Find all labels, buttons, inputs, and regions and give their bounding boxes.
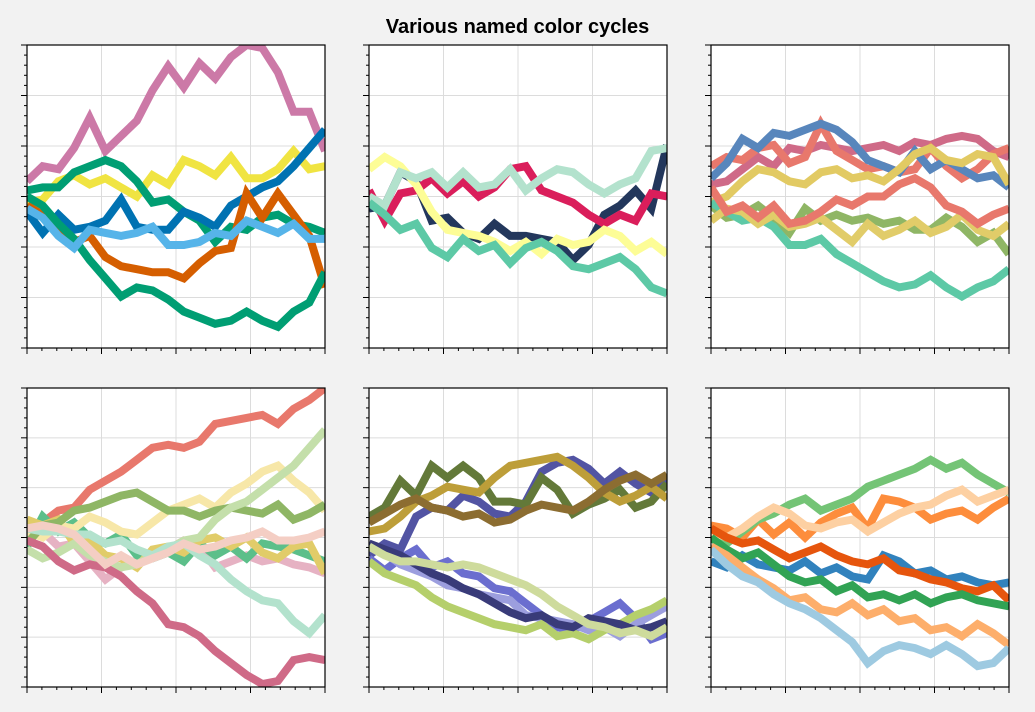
axis-ticks bbox=[21, 387, 326, 693]
axis-ticks bbox=[363, 44, 668, 354]
series-line-6 bbox=[711, 534, 1009, 611]
series-line-4 bbox=[711, 550, 1009, 590]
series-line-4 bbox=[27, 127, 325, 240]
series-line-6 bbox=[369, 470, 667, 527]
series-line-7 bbox=[711, 204, 1009, 248]
subplot-5 bbox=[363, 387, 668, 693]
series-line-2 bbox=[27, 144, 325, 207]
series-line-8 bbox=[27, 536, 325, 687]
series-line-7 bbox=[27, 205, 325, 254]
series-line-5 bbox=[711, 200, 1009, 257]
axis-ticks bbox=[363, 387, 668, 693]
figure-title: Various named color cycles bbox=[386, 16, 649, 38]
series-line-10 bbox=[27, 521, 325, 570]
series-group bbox=[711, 115, 1009, 302]
series-line-3 bbox=[711, 485, 1009, 542]
series-line-3 bbox=[369, 152, 667, 260]
subplot-grid bbox=[21, 44, 1010, 693]
series-line-3 bbox=[27, 155, 325, 248]
series-line-1 bbox=[27, 388, 325, 538]
series-group bbox=[369, 452, 667, 645]
series-group bbox=[369, 144, 667, 298]
series-line-4 bbox=[369, 544, 667, 645]
series-line-9 bbox=[369, 543, 667, 641]
series-line-3 bbox=[711, 119, 1009, 191]
series-line-5 bbox=[369, 199, 667, 298]
series-line-1 bbox=[27, 45, 325, 185]
series-line-4 bbox=[369, 144, 667, 212]
axis-ticks bbox=[705, 44, 1010, 354]
series-group bbox=[27, 45, 325, 332]
axis-ticks bbox=[21, 44, 326, 354]
series-line-8 bbox=[711, 546, 1009, 671]
series-line-2 bbox=[369, 459, 667, 521]
subplot-2 bbox=[363, 44, 668, 354]
subplot-6 bbox=[705, 387, 1010, 693]
series-line-5 bbox=[711, 525, 1009, 604]
series-group bbox=[711, 455, 1009, 671]
series-line-4 bbox=[711, 143, 1009, 207]
series-line-8 bbox=[711, 173, 1009, 229]
axis-ticks bbox=[705, 387, 1010, 693]
series-line-6 bbox=[27, 488, 325, 547]
subplot-4 bbox=[21, 387, 326, 693]
series-group bbox=[27, 388, 325, 687]
subplot-3 bbox=[705, 44, 1010, 354]
subplot-1 bbox=[21, 44, 326, 354]
series-line-1 bbox=[369, 455, 667, 559]
